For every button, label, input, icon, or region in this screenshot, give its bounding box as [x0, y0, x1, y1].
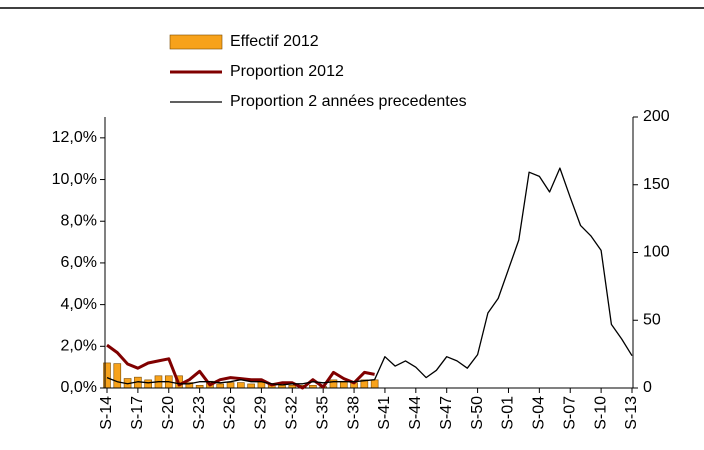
- y2-tick-label: 50: [643, 311, 661, 328]
- x-tick-label: S-35: [314, 396, 331, 430]
- y2-tick-label: 200: [643, 108, 670, 125]
- x-tick-label: S-38: [345, 396, 362, 430]
- x-tick-label: S-26: [222, 396, 239, 430]
- y-tick-label: 12,0%: [52, 129, 97, 146]
- bar: [113, 363, 122, 389]
- line: [106, 167, 633, 386]
- x-tick-label: S-32: [284, 396, 301, 430]
- x-tick-label: S-13: [623, 396, 640, 430]
- legend-label: Effectif 2012: [230, 33, 319, 50]
- bar: [216, 383, 225, 389]
- x-tick-label: S-47: [438, 396, 455, 430]
- x-tick-label: S-07: [561, 396, 578, 430]
- y-tick-label: 2,0%: [61, 338, 97, 355]
- x-tick-label: S-44: [407, 396, 424, 430]
- y-tick-label: 10,0%: [52, 171, 97, 188]
- legend-label: Proportion 2012: [230, 63, 344, 80]
- x-tick-label: S-50: [469, 396, 486, 430]
- y-tick-label: 4,0%: [61, 296, 97, 313]
- x-tick-label: S-20: [160, 396, 177, 430]
- x-tick-label: S-23: [191, 396, 208, 430]
- y2-tick-label: 150: [643, 176, 670, 193]
- bar: [370, 379, 379, 389]
- line: [106, 343, 375, 390]
- y2-tick-label: 100: [643, 244, 670, 261]
- bar: [226, 382, 235, 389]
- x-tick-label: S-41: [376, 396, 393, 430]
- y-tick-label: 0,0%: [61, 379, 97, 396]
- x-tick-label: S-17: [129, 396, 146, 430]
- y-tick-label: 8,0%: [61, 212, 97, 229]
- x-tick-label: S-14: [98, 396, 115, 430]
- y2-tick-label: 0: [643, 379, 652, 396]
- x-tick-label: S-29: [253, 396, 270, 430]
- x-tick-label: S-01: [500, 396, 517, 430]
- x-tick-label: S-10: [592, 396, 609, 430]
- bar: [247, 383, 255, 389]
- legend-label: Proportion 2 années precedentes: [230, 93, 467, 110]
- bar: [237, 382, 245, 389]
- y-tick-label: 6,0%: [61, 254, 97, 271]
- bar: [144, 379, 152, 389]
- legend-swatch: [169, 34, 223, 50]
- x-tick-label: S-04: [531, 396, 548, 430]
